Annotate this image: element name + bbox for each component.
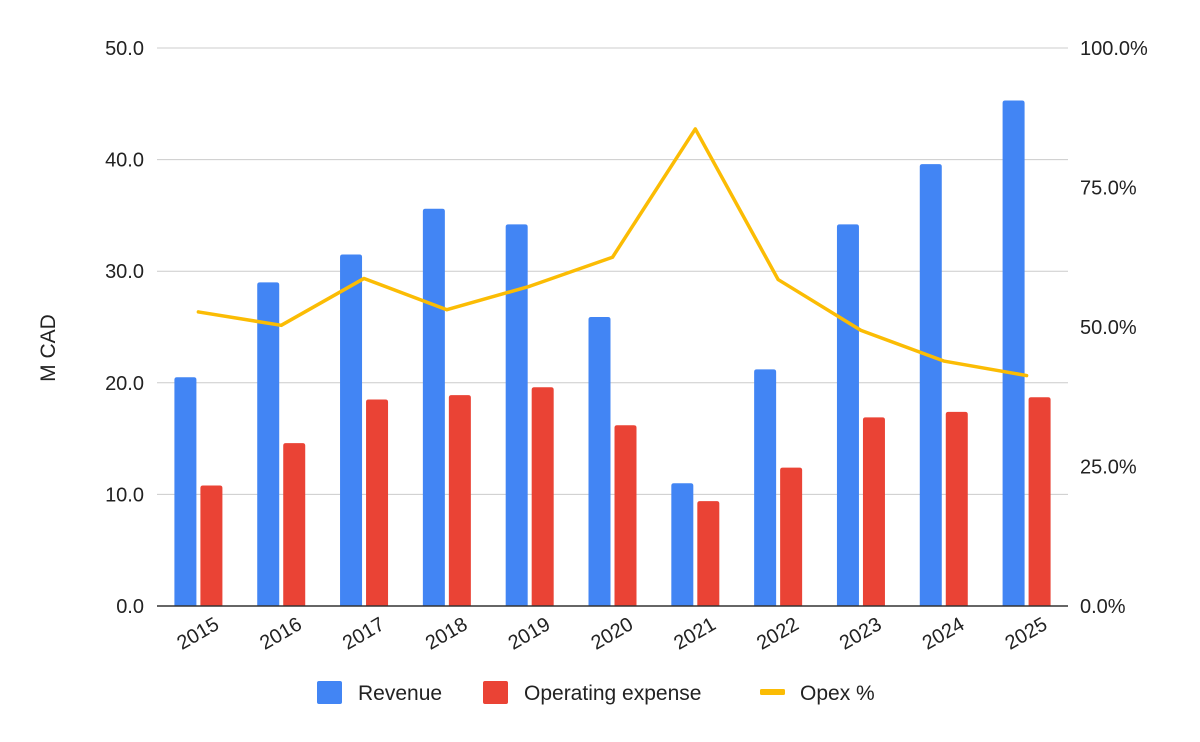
y-axis-title: M CAD	[37, 314, 60, 382]
legend-label: Opex %	[800, 682, 875, 705]
bar-operating-expense-2024	[945, 411, 968, 606]
y-left-tick-label: 10.0	[105, 484, 144, 506]
y-right-tick-label: 75.0%	[1080, 178, 1137, 200]
y-axis-right-ticks: 0.0% 25.0% 50.0% 75.0% 100.0%	[1080, 38, 1148, 618]
y-right-tick-label: 100.0%	[1080, 38, 1148, 60]
y-axis-left-ticks: 0.0 10.0 20.0 30.0 40.0 50.0	[105, 38, 144, 618]
line-point-2022	[776, 278, 780, 282]
bar-operating-expense-2015	[200, 485, 223, 606]
bar-operating-expense-2025	[1028, 397, 1051, 606]
y-left-tick-label: 40.0	[105, 150, 144, 172]
legend-swatch-revenue	[317, 681, 342, 704]
x-tick-label: 2015	[173, 613, 223, 654]
x-tick-label: 2024	[919, 613, 969, 654]
x-tick-label: 2021	[670, 613, 720, 654]
line-opex-percent	[196, 127, 1029, 378]
x-tick-label: 2017	[339, 613, 389, 654]
line-point-2019	[528, 284, 532, 288]
y-left-tick-label: 0.0	[116, 596, 144, 618]
y-right-tick-label: 50.0%	[1080, 317, 1137, 339]
x-tick-label: 2018	[422, 613, 472, 654]
bar-revenue-2021	[671, 483, 694, 606]
x-tick-label: 2019	[505, 613, 555, 654]
bar-revenue-2016	[257, 282, 280, 606]
line-point-2016	[279, 323, 283, 327]
x-axis-ticks: 2015 2016 2017 2018 2019 2020 2021 2022 2023 2024…	[173, 613, 1051, 654]
line-point-2021	[693, 127, 697, 131]
bar-operating-expense-2023	[862, 417, 885, 606]
bar-series	[174, 100, 1051, 607]
x-tick-label: 2023	[836, 613, 886, 654]
bar-revenue-2017	[340, 254, 363, 606]
bar-operating-expense-2022	[780, 467, 803, 606]
bar-revenue-2025	[1002, 100, 1025, 607]
line-point-2017	[362, 276, 366, 280]
bar-revenue-2022	[754, 369, 777, 606]
x-tick-label: 2025	[1002, 613, 1052, 654]
bar-operating-expense-2017	[366, 399, 389, 606]
legend: Revenue Operating expense Opex %	[317, 681, 875, 705]
x-tick-label: 2016	[256, 613, 306, 654]
x-tick-label: 2020	[587, 613, 637, 654]
bar-revenue-2018	[422, 208, 445, 607]
y-left-tick-label: 30.0	[105, 261, 144, 283]
opex-percent-series	[196, 127, 1029, 378]
bar-revenue-2020	[588, 316, 611, 606]
bar-operating-expense-2018	[448, 395, 471, 606]
y-right-tick-label: 0.0%	[1080, 596, 1126, 618]
bar-revenue-2023	[836, 224, 859, 606]
legend-label: Operating expense	[524, 682, 701, 705]
y-right-tick-label: 25.0%	[1080, 457, 1137, 479]
gridlines	[157, 47, 1068, 495]
legend-label: Revenue	[358, 682, 442, 705]
line-point-2023	[859, 328, 863, 332]
line-point-2015	[196, 310, 200, 314]
bar-operating-expense-2016	[283, 443, 306, 606]
y-left-tick-label: 50.0	[105, 38, 144, 60]
bar-operating-expense-2020	[614, 425, 637, 606]
bar-operating-expense-2019	[531, 387, 554, 606]
line-point-2024	[942, 359, 946, 363]
bar-revenue-2015	[174, 377, 197, 606]
bar-revenue-2019	[505, 224, 528, 606]
x-tick-label: 2022	[753, 613, 803, 654]
line-point-2025	[1025, 374, 1029, 378]
line-point-2018	[445, 308, 449, 312]
y-left-tick-label: 20.0	[105, 373, 144, 395]
legend-swatch-opex-percent	[760, 689, 785, 695]
bar-operating-expense-2021	[697, 501, 720, 606]
bar-revenue-2024	[919, 164, 942, 606]
legend-swatch-operating-expense	[483, 681, 508, 704]
line-point-2020	[611, 255, 614, 259]
